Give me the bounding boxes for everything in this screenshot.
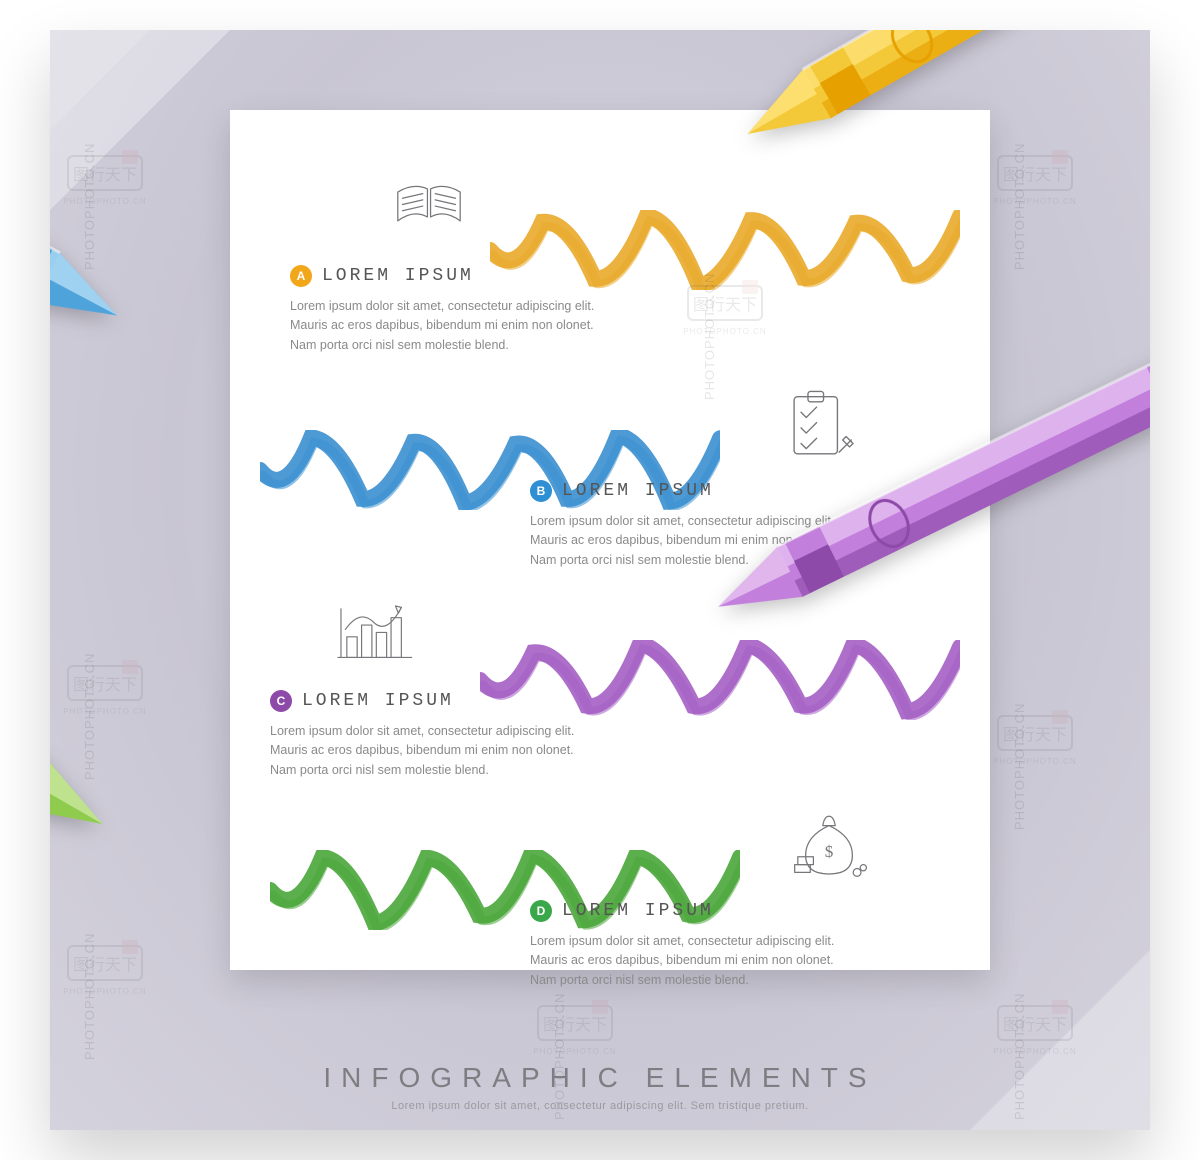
section-d: D LOREM IPSUM Lorem ipsum dolor sit amet…	[530, 900, 970, 990]
svg-text:图行天下: 图行天下	[73, 956, 137, 974]
section-header: A LOREM IPSUM	[290, 265, 730, 287]
footer-title: INFOGRAPHIC ELEMENTS	[50, 1062, 1150, 1094]
svg-text:图行天下: 图行天下	[1003, 726, 1067, 744]
clipboard-icon	[785, 388, 855, 471]
watermark-seal: 图行天下 PHOTOPHOTO.CN	[532, 1000, 618, 1062]
watermark-seal: 图行天下 PHOTOPHOTO.CN	[992, 1000, 1078, 1062]
frame: A LOREM IPSUM Lorem ipsum dolor sit amet…	[50, 30, 1150, 1130]
svg-text:图行天下: 图行天下	[1003, 1016, 1067, 1034]
svg-text:PHOTOPHOTO.CN: PHOTOPHOTO.CN	[63, 197, 146, 206]
watermark-seal: 图行天下 PHOTOPHOTO.CN	[62, 660, 148, 722]
section-badge: A	[290, 265, 312, 287]
svg-text:PHOTOPHOTO.CN: PHOTOPHOTO.CN	[63, 707, 146, 716]
section-body: Lorem ipsum dolor sit amet, consectetur …	[270, 722, 700, 780]
svg-text:图行天下: 图行天下	[73, 676, 137, 694]
section-c: C LOREM IPSUM Lorem ipsum dolor sit amet…	[270, 690, 710, 780]
section-header: D LOREM IPSUM	[530, 900, 970, 922]
watermark-seal: 图行天下 PHOTOPHOTO.CN	[682, 280, 768, 342]
watermark-seal: 图行天下 PHOTOPHOTO.CN	[62, 150, 148, 212]
svg-text:图行天下: 图行天下	[693, 296, 757, 314]
footer: INFOGRAPHIC ELEMENTS Lorem ipsum dolor s…	[50, 1062, 1150, 1112]
watermark-seal: 图行天下 PHOTOPHOTO.CN	[992, 150, 1078, 212]
svg-text:$: $	[825, 842, 834, 861]
section-title: LOREM IPSUM	[302, 691, 454, 711]
section-badge: C	[270, 690, 292, 712]
section-title: LOREM IPSUM	[562, 481, 714, 501]
section-a: A LOREM IPSUM Lorem ipsum dolor sit amet…	[290, 265, 730, 355]
section-title: LOREM IPSUM	[322, 266, 474, 286]
moneybag-icon: $	[790, 810, 868, 885]
section-badge: B	[530, 480, 552, 502]
svg-text:PHOTOPHOTO.CN: PHOTOPHOTO.CN	[63, 987, 146, 996]
svg-text:图行天下: 图行天下	[1003, 166, 1067, 184]
section-body: Lorem ipsum dolor sit amet, consectetur …	[290, 297, 720, 355]
section-title: LOREM IPSUM	[562, 901, 714, 921]
section-body: Lorem ipsum dolor sit amet, consectetur …	[530, 932, 960, 990]
svg-text:PHOTOPHOTO.CN: PHOTOPHOTO.CN	[993, 1047, 1076, 1056]
svg-text:PHOTOPHOTO.CN: PHOTOPHOTO.CN	[683, 327, 766, 336]
watermark-seal: 图行天下 PHOTOPHOTO.CN	[62, 940, 148, 1002]
svg-text:PHOTOPHOTO.CN: PHOTOPHOTO.CN	[533, 1047, 616, 1056]
svg-text:PHOTOPHOTO.CN: PHOTOPHOTO.CN	[993, 757, 1076, 766]
stage: A LOREM IPSUM Lorem ipsum dolor sit amet…	[0, 0, 1200, 1160]
chart-icon	[330, 600, 420, 671]
section-header: C LOREM IPSUM	[270, 690, 710, 712]
svg-text:图行天下: 图行天下	[543, 1016, 607, 1034]
svg-text:PHOTOPHOTO.CN: PHOTOPHOTO.CN	[993, 197, 1076, 206]
svg-text:图行天下: 图行天下	[73, 166, 137, 184]
footer-subtitle: Lorem ipsum dolor sit amet, consectetur …	[50, 1100, 1150, 1112]
section-badge: D	[530, 900, 552, 922]
watermark-seal: 图行天下 PHOTOPHOTO.CN	[992, 710, 1078, 772]
book-icon	[390, 178, 468, 238]
